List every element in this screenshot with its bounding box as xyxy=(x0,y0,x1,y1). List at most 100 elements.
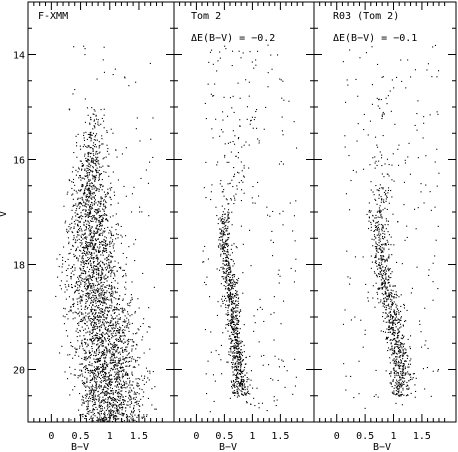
data-point xyxy=(104,375,106,377)
data-point xyxy=(229,279,231,281)
data-point xyxy=(82,348,84,350)
data-point xyxy=(388,308,390,310)
data-point xyxy=(92,409,94,411)
data-point xyxy=(121,307,123,309)
data-point xyxy=(108,175,110,177)
data-point xyxy=(376,276,378,278)
data-point xyxy=(78,322,80,324)
data-point xyxy=(96,139,98,141)
data-point xyxy=(230,319,232,321)
data-point xyxy=(62,315,64,317)
data-point xyxy=(100,294,102,296)
data-point xyxy=(114,312,116,314)
data-point xyxy=(238,50,240,52)
data-point xyxy=(85,278,87,280)
data-point xyxy=(92,296,94,298)
data-point xyxy=(96,219,98,221)
data-point xyxy=(91,192,93,194)
data-point xyxy=(87,286,89,288)
data-point xyxy=(141,416,143,418)
data-point xyxy=(89,188,91,190)
data-point xyxy=(130,389,132,391)
data-point xyxy=(244,374,246,376)
data-point xyxy=(243,379,245,381)
data-point xyxy=(277,379,279,381)
data-point xyxy=(99,315,101,317)
data-point xyxy=(114,287,116,289)
data-point xyxy=(113,266,115,268)
data-point xyxy=(221,244,223,246)
data-point xyxy=(103,365,105,367)
data-point xyxy=(109,396,111,398)
data-point xyxy=(381,228,383,230)
data-point xyxy=(97,306,99,308)
data-point xyxy=(237,356,239,358)
data-point xyxy=(129,416,131,418)
data-point xyxy=(294,358,296,360)
data-point xyxy=(121,367,123,369)
data-point xyxy=(88,281,90,283)
data-point xyxy=(234,173,236,175)
data-point xyxy=(112,344,114,346)
data-point xyxy=(80,264,82,266)
data-point xyxy=(98,398,100,400)
data-point xyxy=(120,403,122,405)
data-point xyxy=(87,212,89,214)
data-point xyxy=(124,321,126,323)
data-point xyxy=(92,312,94,314)
data-point xyxy=(118,411,120,413)
data-point xyxy=(96,256,98,258)
data-point xyxy=(226,239,228,241)
data-point xyxy=(225,304,227,306)
data-point xyxy=(94,209,96,211)
data-point xyxy=(73,374,75,376)
data-point xyxy=(114,275,116,277)
data-point xyxy=(115,332,117,334)
data-point xyxy=(100,197,102,199)
data-point xyxy=(224,221,226,223)
data-point xyxy=(103,281,105,283)
data-point xyxy=(233,310,235,312)
data-point xyxy=(118,267,120,269)
data-point xyxy=(124,350,126,352)
data-point xyxy=(110,273,112,275)
data-point xyxy=(69,366,71,368)
data-point xyxy=(112,392,114,394)
data-point xyxy=(84,338,86,340)
data-point xyxy=(373,230,375,232)
data-point xyxy=(81,341,83,343)
data-point xyxy=(87,316,89,318)
data-point xyxy=(233,296,235,298)
data-point xyxy=(389,268,391,270)
data-point xyxy=(95,403,97,405)
data-point xyxy=(106,393,108,395)
data-point xyxy=(62,259,64,261)
data-point xyxy=(258,140,260,142)
data-point xyxy=(103,108,105,110)
data-point xyxy=(89,275,91,277)
data-point xyxy=(81,246,83,248)
data-point xyxy=(125,348,127,350)
data-point xyxy=(126,414,128,416)
data-point xyxy=(94,244,96,246)
data-point xyxy=(223,242,225,244)
data-point xyxy=(386,336,388,338)
data-point xyxy=(236,374,238,376)
data-point xyxy=(87,331,89,333)
data-point xyxy=(103,239,105,241)
data-point xyxy=(66,280,68,282)
data-point xyxy=(87,216,89,218)
data-point xyxy=(107,276,109,278)
data-point xyxy=(115,213,117,215)
data-point xyxy=(77,171,79,173)
data-point xyxy=(112,358,114,360)
data-point xyxy=(233,381,235,383)
data-point xyxy=(91,310,93,312)
data-point xyxy=(236,322,238,324)
data-point xyxy=(254,405,256,407)
data-point xyxy=(99,297,101,299)
data-point xyxy=(110,198,112,200)
data-point xyxy=(122,375,124,377)
data-point xyxy=(238,182,240,184)
data-point xyxy=(242,380,244,382)
